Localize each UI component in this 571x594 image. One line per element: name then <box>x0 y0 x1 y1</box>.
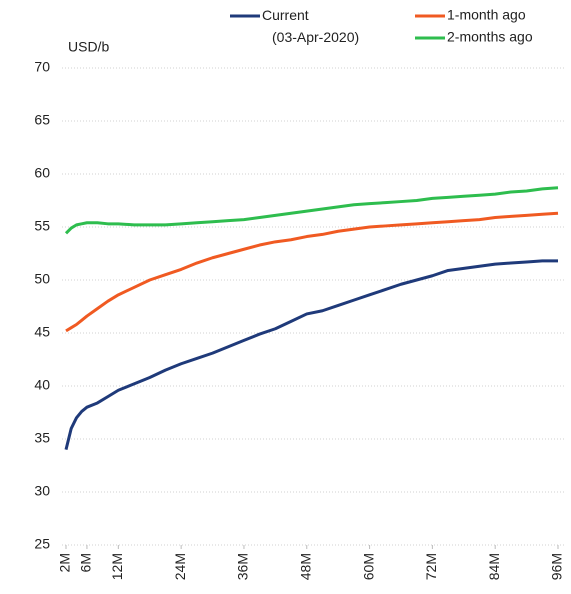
x-tick-label: 36M <box>235 553 251 580</box>
x-tick-label: 84M <box>486 553 502 580</box>
y-tick-label: 45 <box>34 324 50 340</box>
x-tick-label: 96M <box>549 553 565 580</box>
x-tick-label: 12M <box>109 553 125 580</box>
x-tick-label: 6M <box>78 553 94 572</box>
y-tick-label: 70 <box>34 59 50 75</box>
legend-label: Current (03-Apr-2020) <box>262 7 359 45</box>
x-tick-label: 2M <box>57 553 73 572</box>
y-tick-label: 50 <box>34 271 50 287</box>
series-line <box>65 211 559 333</box>
y-tick-label: 35 <box>34 430 50 446</box>
x-tick-label: 72M <box>423 553 439 580</box>
y-tick-label: 25 <box>34 536 50 552</box>
legend-label: 2-months ago <box>447 29 533 45</box>
x-tick-label: 48M <box>297 553 313 580</box>
y-tick-label: 30 <box>34 483 50 499</box>
legend-label: 1-month ago <box>447 7 526 23</box>
series-line <box>64 259 558 450</box>
series-line <box>64 186 559 235</box>
y-tick-label: 40 <box>34 377 50 393</box>
x-tick-label: 60M <box>360 553 376 580</box>
y-tick-label: 65 <box>34 112 50 128</box>
y-tick-label: 60 <box>34 165 50 181</box>
y-tick-label: 55 <box>34 218 50 234</box>
x-tick-label: 24M <box>172 553 188 580</box>
y-axis-label: USD/b <box>68 39 109 55</box>
